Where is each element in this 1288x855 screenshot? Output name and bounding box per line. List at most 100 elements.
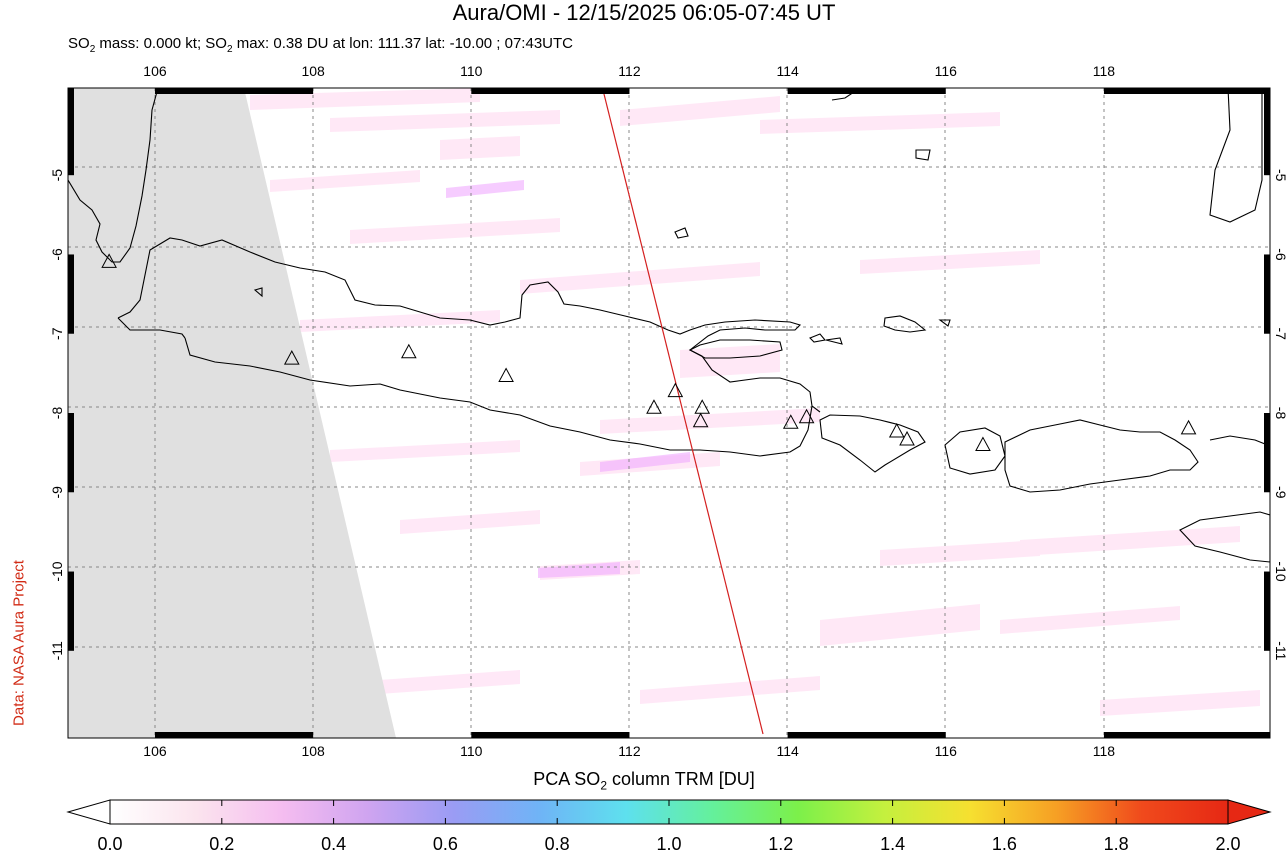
so2-column-field (250, 88, 1260, 716)
volcano-marker (692, 412, 709, 428)
sumbawa (1004, 419, 1199, 493)
lon-tick-label-bottom: 114 (776, 743, 799, 759)
border-segment (1264, 413, 1270, 493)
border-segment (68, 88, 74, 176)
volcano-marker (1180, 419, 1197, 435)
volcano-marker (400, 343, 417, 359)
border-segment (1264, 88, 1270, 176)
volcano-marker (782, 414, 799, 429)
graticule (68, 88, 1270, 738)
lat-tick-label-right: -6 (1273, 248, 1288, 261)
max-text: max: 0.38 DU at lon: 111.37 lat: -10.00 … (232, 35, 573, 52)
colorbar-ticks (221, 800, 1117, 824)
lon-tick-label-bottom: 118 (1093, 743, 1116, 759)
lat-tick-label-right: -7 (1273, 328, 1288, 341)
lat-tick-label-left: -8 (49, 407, 65, 420)
mass-text: mass: 0.000 kt; SO (95, 35, 227, 52)
so2-subscript: 2 (89, 44, 96, 55)
border-segment (1103, 732, 1270, 738)
border-segment (154, 732, 314, 738)
volcano-marker (975, 436, 991, 451)
colorbar-label: 2.0 (1215, 834, 1241, 854)
colorbar-title: PCA SO2 column TRM [DU] (0, 769, 1288, 793)
lat-tick-label-left: -9 (49, 486, 65, 499)
sumba (1179, 511, 1270, 563)
java-west-tip (117, 317, 186, 339)
border-segment (787, 88, 946, 94)
lon-tick-label-top: 118 (1093, 63, 1116, 79)
volcano-markers (101, 253, 1197, 451)
volcano-marker (667, 382, 684, 398)
volcano-marker (646, 399, 662, 414)
lat-tick-label-right: -10 (1273, 561, 1288, 581)
colorbar-label: 1.0 (656, 834, 682, 854)
lon-tick-label-top: 108 (301, 63, 325, 79)
colorbar-label: 0.4 (321, 834, 347, 854)
page-title: Aura/OMI - 12/15/2025 06:05-07:45 UT (452, 0, 836, 25)
lon-tick-label-top: 110 (460, 63, 483, 79)
lon-tick-label-bottom: 106 (143, 743, 167, 759)
border-segment (154, 88, 314, 94)
lon-tick-label-bottom: 110 (460, 743, 483, 759)
sulawesi-coast (1209, 88, 1263, 223)
volcano-marker (694, 399, 711, 414)
colorbar-label: 0.2 (209, 834, 235, 854)
colorbar-label: 1.2 (768, 834, 794, 854)
lon-tick-label-top: 112 (618, 63, 641, 79)
so2-subscript-2: 2 (226, 44, 233, 55)
volcano-marker (283, 350, 300, 365)
border-segment (1103, 88, 1270, 94)
kangean-islands (883, 315, 927, 333)
lat-tick-label-left: -11 (49, 641, 65, 660)
so2-label: SO (68, 35, 90, 52)
colorbar-title-sub: 2 (600, 778, 607, 793)
lon-tick-label-bottom: 116 (935, 743, 958, 759)
so2-map: 106 106 108 108 110 110 112 112 114 114 116 116 118 1… (49, 63, 1288, 759)
lat-tick-label-left: -10 (49, 561, 65, 581)
border-segment (1264, 254, 1270, 334)
java-south-coast (184, 337, 813, 457)
colorbar-label: 1.6 (991, 834, 1017, 854)
lat-tick-label-right: -9 (1273, 486, 1288, 499)
colorbar-label: 0.0 (97, 834, 123, 854)
lat-tick-label-right: -5 (1273, 169, 1288, 182)
so2-moderate-patches (446, 180, 690, 578)
orbit-track-line (602, 89, 764, 735)
lon-tick-label-top: 114 (776, 63, 799, 79)
sumatra-coast (68, 88, 159, 263)
madura (688, 339, 783, 359)
lat-tick-label-left: -7 (49, 327, 65, 340)
lat-tick-label-left: -6 (49, 248, 65, 261)
border-segment (471, 732, 630, 738)
border-segment (68, 413, 74, 493)
lon-tick-label-bottom: 108 (301, 743, 325, 759)
bawean (915, 149, 931, 161)
so2-summary: SO2 mass: 0.000 kt; SO2 max: 0.38 DU at … (68, 35, 573, 55)
lon-tick-label-top: 106 (143, 63, 167, 79)
colorbar-low-arrow (66, 799, 111, 825)
volcano-marker (101, 253, 117, 268)
colorbar-label: 0.8 (544, 834, 570, 854)
lat-tick-label-right: -8 (1273, 407, 1288, 420)
coastlines (68, 88, 1270, 563)
border-segment (1264, 571, 1270, 651)
volcano-marker (798, 408, 815, 424)
map-border-ticks (68, 88, 1270, 738)
flores-edge (1209, 435, 1270, 447)
lon-tick-label-top: 116 (935, 63, 958, 79)
lat-tick-label-left: -5 (49, 169, 65, 182)
karimunjawa (674, 227, 689, 239)
colorbar-label: 0.6 (432, 834, 458, 854)
colorbar-title-pre: PCA SO (533, 769, 601, 789)
colorbar (66, 799, 1272, 825)
colorbar-title-post: column TRM [DU] (607, 769, 755, 789)
bali (819, 414, 926, 473)
lat-tick-label-right: -11 (1273, 641, 1288, 660)
border-segment (68, 571, 74, 651)
lon-tick-label-bottom: 112 (618, 743, 641, 759)
axis-tick-labels: 106 106 108 108 110 110 112 112 114 114 116 116 118 1… (49, 63, 1288, 759)
border-segment (787, 732, 946, 738)
volcano-marker (498, 367, 514, 383)
small-islands (253, 287, 951, 345)
volcano-marker (899, 430, 915, 446)
